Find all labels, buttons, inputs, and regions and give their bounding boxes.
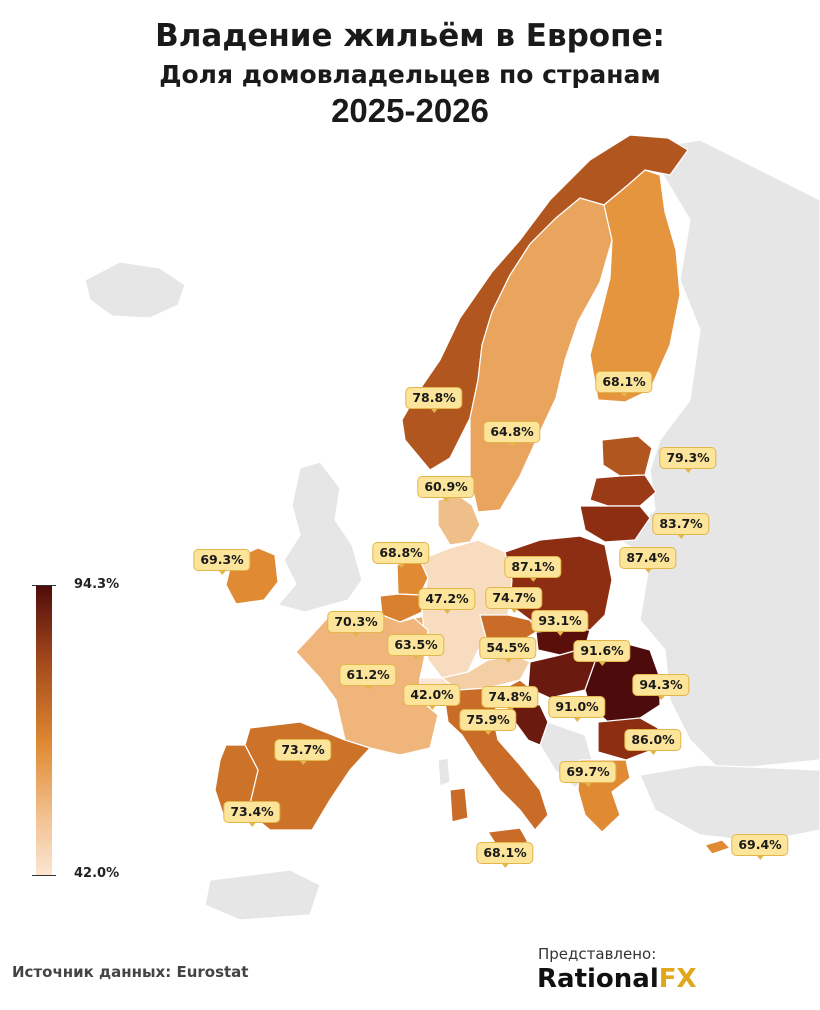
denmark-shape xyxy=(437,494,481,546)
brand-name-part1: Rational xyxy=(537,964,659,994)
label-italy: 75.9% xyxy=(459,709,517,735)
brand-name-part2: FX xyxy=(658,964,697,994)
label-switzerland: 42.0% xyxy=(403,684,461,710)
finland-shape xyxy=(589,169,681,403)
label-sweden: 64.8% xyxy=(483,421,541,447)
label-lithuania: 87.4% xyxy=(619,547,677,573)
label-ireland: 69.3% xyxy=(193,549,251,575)
label-slovenia: 74.8% xyxy=(481,686,539,712)
iceland-land xyxy=(84,261,186,319)
label-finland: 68.1% xyxy=(595,371,653,397)
map-subtitle: Доля домовладельцев по странам xyxy=(159,60,661,89)
label-denmark: 60.9% xyxy=(417,476,475,502)
label-malta: 68.1% xyxy=(476,842,534,868)
non-data-land xyxy=(84,139,820,921)
label-luxembourg: 63.5% xyxy=(387,634,445,660)
label-austria: 54.5% xyxy=(479,637,537,663)
estonia-shape xyxy=(601,435,653,477)
label-portugal: 73.4% xyxy=(223,801,281,827)
label-slovakia: 93.1% xyxy=(531,610,589,636)
map-title: Владение жильём в Европе: xyxy=(155,18,665,54)
great-britain-land xyxy=(276,461,363,613)
lithuania-shape xyxy=(579,505,651,543)
label-cyprus: 69.4% xyxy=(731,834,789,860)
latvia-shape xyxy=(589,474,657,507)
label-france: 61.2% xyxy=(339,664,397,690)
legend-color-scale xyxy=(36,585,52,875)
label-poland: 87.1% xyxy=(504,556,562,582)
label-croatia: 91.0% xyxy=(548,696,606,722)
label-germany: 47.2% xyxy=(418,588,476,614)
data-source: Источник данных: Eurostat xyxy=(12,963,249,981)
cyprus-shape xyxy=(703,839,732,855)
label-spain: 73.7% xyxy=(274,739,332,765)
label-netherlands: 68.8% xyxy=(372,542,430,568)
label-norway: 78.8% xyxy=(405,387,463,413)
legend-max-label: 94.3% xyxy=(74,577,120,592)
label-bulgaria: 86.0% xyxy=(624,729,682,755)
corsica-land xyxy=(437,757,451,787)
presented-by-label: Представлено: xyxy=(538,945,657,963)
label-estonia: 79.3% xyxy=(659,447,717,473)
sardinia-shape xyxy=(449,787,469,823)
brand-logo: RationalFX xyxy=(537,964,697,994)
morocco-land xyxy=(204,869,321,921)
legend-min-label: 42.0% xyxy=(74,866,120,881)
label-czechia: 74.7% xyxy=(485,587,543,613)
label-belgium: 70.3% xyxy=(327,611,385,637)
legend-tick-min xyxy=(32,875,56,876)
map-year: 2025-2026 xyxy=(331,92,489,129)
label-romania: 94.3% xyxy=(632,674,690,700)
label-latvia: 83.7% xyxy=(652,513,710,539)
label-hungary: 91.6% xyxy=(573,640,631,666)
turkey-land xyxy=(639,764,820,843)
label-greece: 69.7% xyxy=(559,761,617,787)
legend-tick-max xyxy=(32,585,56,586)
